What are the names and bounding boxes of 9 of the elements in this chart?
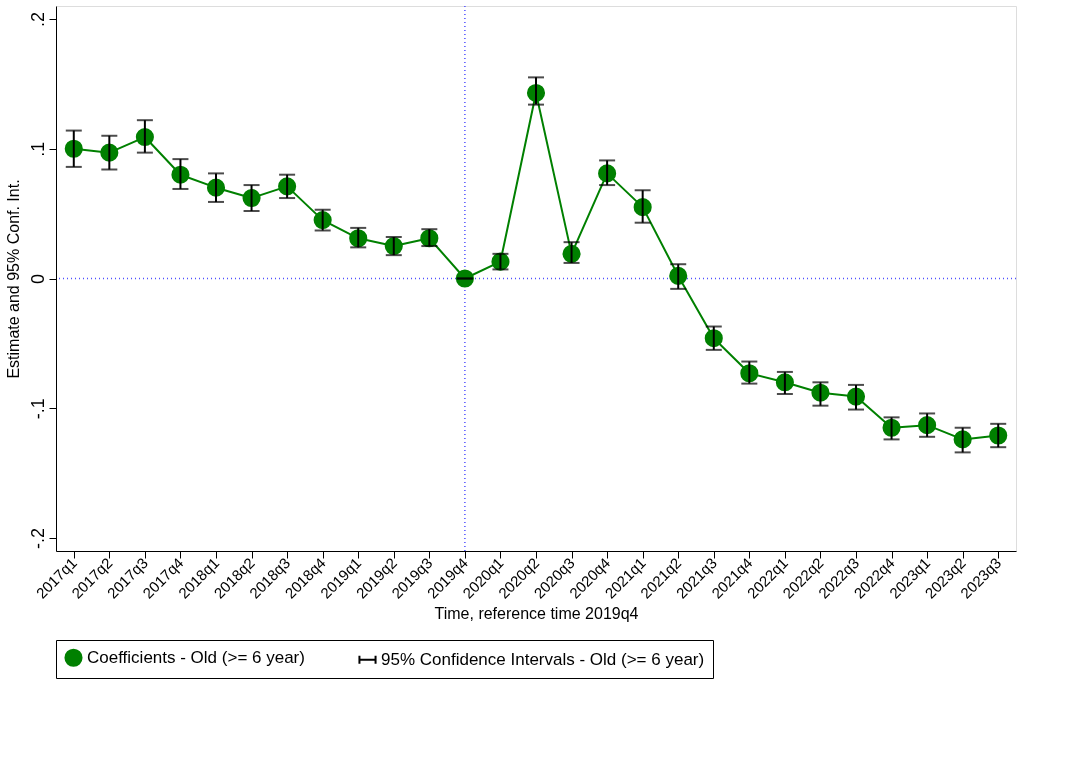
y-axis-title: Estimate and 95% Conf. Int. <box>4 179 22 379</box>
legend-label: Coefficients - Old (>= 6 year) <box>87 647 305 667</box>
legend-label: 95% Confidence Intervals - Old (>= 6 year) <box>381 649 705 669</box>
y-tick-label: .2 <box>27 11 48 27</box>
y-tick-label: -.2 <box>27 528 48 550</box>
y-tick-label: .1 <box>27 141 48 157</box>
y-tick-label: 0 <box>27 273 48 285</box>
y-tick-label: -.1 <box>27 398 48 420</box>
x-axis-title: Time, reference time 2019q4 <box>434 604 639 622</box>
